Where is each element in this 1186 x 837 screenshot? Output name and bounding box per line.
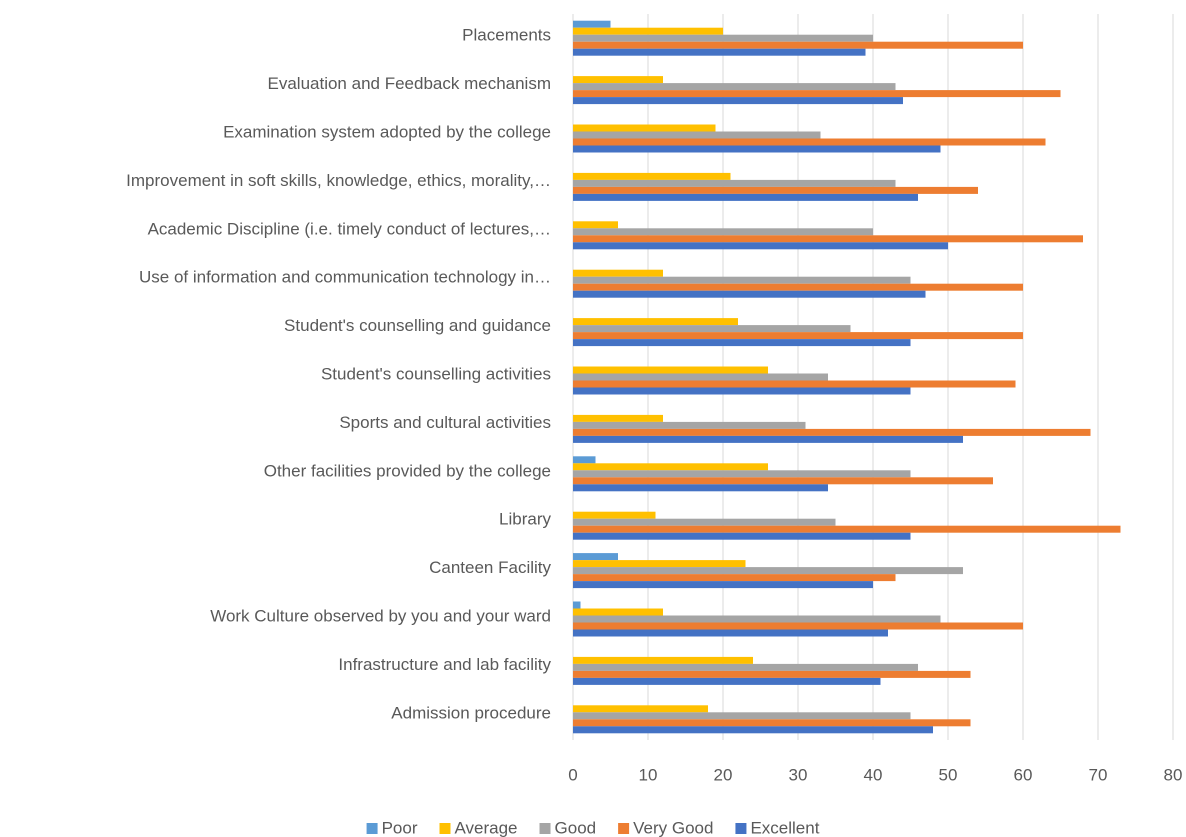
bar: [573, 221, 618, 229]
y-tick-label: Use of information and communication tec…: [139, 268, 551, 287]
bar: [573, 186, 978, 194]
legend-label: Average: [455, 818, 518, 837]
x-tick-label: 10: [639, 765, 658, 784]
bar: [573, 574, 896, 582]
y-tick-label: Admission procedure: [391, 703, 551, 722]
legend-label: Good: [555, 818, 597, 837]
y-tick-label: Sports and cultural activities: [339, 413, 551, 432]
bar: [573, 463, 768, 471]
bar: [573, 656, 753, 664]
bar: [573, 560, 746, 568]
bar: [573, 325, 851, 333]
bar: [573, 470, 911, 478]
bar: [573, 414, 663, 422]
bar: [573, 366, 768, 374]
x-tick-label: 50: [939, 765, 958, 784]
x-tick-label: 40: [864, 765, 883, 784]
bar: [573, 145, 941, 153]
bar: [573, 228, 873, 236]
bar: [573, 456, 596, 464]
bar: [573, 48, 866, 56]
y-tick-label: Canteen Facility: [429, 558, 551, 577]
y-tick-label: Examination system adopted by the colleg…: [223, 122, 551, 141]
y-tick-label: Student's counselling and guidance: [284, 316, 551, 335]
bar: [573, 719, 971, 727]
bar: [573, 339, 911, 347]
x-tick-label: 70: [1089, 765, 1108, 784]
y-tick-label: Library: [499, 510, 551, 529]
y-tick-label: Other facilities provided by the college: [264, 461, 551, 480]
bar: [573, 608, 663, 616]
bar: [573, 712, 911, 720]
bar: [573, 83, 896, 91]
bar: [573, 269, 663, 277]
bar: [573, 90, 1061, 98]
bar: [573, 484, 828, 492]
y-tick-label: Improvement in soft skills, knowledge, e…: [126, 171, 551, 190]
x-tick-label: 0: [568, 765, 577, 784]
x-tick-label: 30: [789, 765, 808, 784]
bar: [573, 532, 911, 540]
bar: [573, 670, 971, 678]
x-tick-label: 60: [1014, 765, 1033, 784]
bar: [573, 553, 618, 561]
bar: [573, 525, 1121, 533]
y-tick-label: Student's counselling activities: [321, 364, 551, 383]
bar: [573, 663, 918, 671]
y-tick-label: Work Culture observed by you and your wa…: [210, 606, 551, 625]
bar: [573, 318, 738, 326]
bar: [573, 622, 1023, 630]
y-tick-label: Evaluation and Feedback mechanism: [268, 74, 552, 93]
bar: [573, 601, 581, 609]
x-tick-label: 20: [714, 765, 733, 784]
legend-swatch: [618, 823, 630, 834]
bar: [573, 283, 1023, 291]
bar: [573, 76, 663, 84]
bar: [573, 276, 911, 284]
legend-label: Excellent: [750, 818, 819, 837]
bar: [573, 373, 828, 381]
legend-label: Very Good: [633, 818, 713, 837]
y-tick-label: Infrastructure and lab facility: [338, 655, 551, 674]
bar: [573, 615, 941, 623]
bar: [573, 97, 903, 105]
bar: [573, 332, 1023, 340]
y-tick-label: Academic Discipline (i.e. timely conduct…: [148, 219, 551, 238]
x-tick-label: 80: [1164, 765, 1183, 784]
bar: [573, 193, 918, 201]
bar: [573, 20, 611, 28]
bar: [573, 290, 926, 298]
bar: [573, 518, 836, 526]
bar: [573, 131, 821, 139]
bar: [573, 138, 1046, 146]
bar: [573, 179, 896, 187]
y-tick-label: Placements: [462, 26, 551, 45]
bar: [573, 41, 1023, 49]
bar: [573, 726, 933, 734]
bar: [573, 242, 948, 250]
legend-swatch: [735, 823, 747, 834]
bar: [573, 380, 1016, 388]
bar: [573, 511, 656, 519]
bar: [573, 581, 873, 589]
bar: [573, 629, 888, 637]
bar: [573, 435, 963, 443]
bar: [573, 705, 708, 713]
bar: [573, 172, 731, 180]
bar: [573, 34, 873, 42]
bar: [573, 477, 993, 485]
bar: [573, 677, 881, 685]
legend-swatch: [439, 823, 451, 834]
bar: [573, 567, 963, 575]
legend-label: Poor: [382, 818, 418, 837]
bar: [573, 387, 911, 395]
bar: [573, 421, 806, 429]
legend-swatch: [539, 823, 551, 834]
bar: [573, 235, 1083, 243]
bar: [573, 124, 716, 132]
bar: [573, 428, 1091, 436]
bar: [573, 27, 723, 35]
legend-swatch: [366, 823, 378, 834]
